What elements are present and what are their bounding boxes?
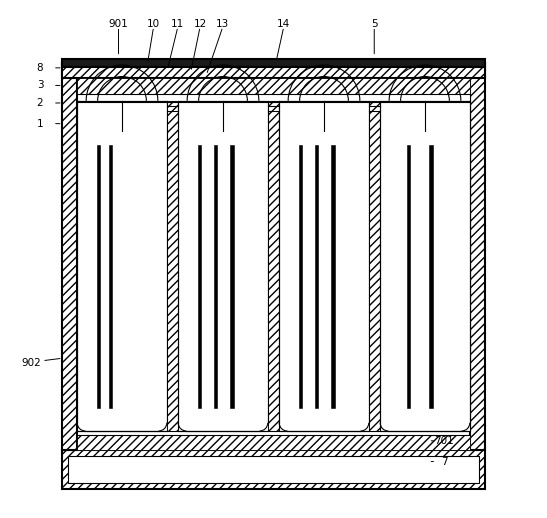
Text: 7: 7	[441, 456, 447, 467]
Bar	[268, 101, 279, 431]
Bar	[214, 145, 217, 408]
Bar	[331, 145, 335, 408]
Bar	[407, 145, 410, 408]
Text: 701: 701	[434, 436, 454, 446]
Bar	[62, 63, 77, 450]
Bar	[198, 145, 201, 408]
Bar	[77, 435, 470, 450]
Text: 14: 14	[277, 19, 290, 29]
Bar	[62, 63, 77, 450]
Bar	[77, 101, 167, 431]
Bar	[77, 78, 470, 94]
Text: 8: 8	[37, 63, 43, 73]
Bar	[97, 145, 100, 408]
Bar	[62, 63, 485, 78]
Bar	[62, 63, 485, 78]
Bar	[167, 101, 178, 431]
Text: 5: 5	[371, 19, 377, 29]
Text: 11: 11	[171, 19, 184, 29]
Bar	[77, 435, 470, 450]
Text: 3: 3	[37, 80, 43, 91]
Bar	[380, 101, 470, 431]
Text: 12: 12	[194, 19, 207, 29]
Bar	[429, 145, 433, 408]
Bar	[77, 78, 470, 94]
Bar	[68, 456, 479, 483]
Bar	[268, 101, 279, 431]
Text: 13: 13	[216, 19, 230, 29]
Bar	[369, 101, 380, 431]
Bar	[470, 63, 485, 450]
Bar	[178, 101, 268, 431]
Bar	[62, 59, 485, 67]
Text: 901: 901	[109, 19, 129, 29]
Bar	[62, 450, 485, 489]
Bar	[369, 101, 380, 431]
Bar	[108, 145, 112, 408]
Text: 1: 1	[37, 119, 43, 128]
Bar	[315, 145, 318, 408]
Text: 10: 10	[147, 19, 160, 29]
Bar	[279, 101, 369, 431]
Bar	[230, 145, 234, 408]
Bar	[62, 450, 485, 489]
Text: 902: 902	[22, 358, 42, 368]
Bar	[167, 101, 178, 431]
Bar	[299, 145, 302, 408]
Text: 2: 2	[37, 98, 43, 108]
Bar	[470, 63, 485, 450]
Bar	[77, 94, 470, 101]
